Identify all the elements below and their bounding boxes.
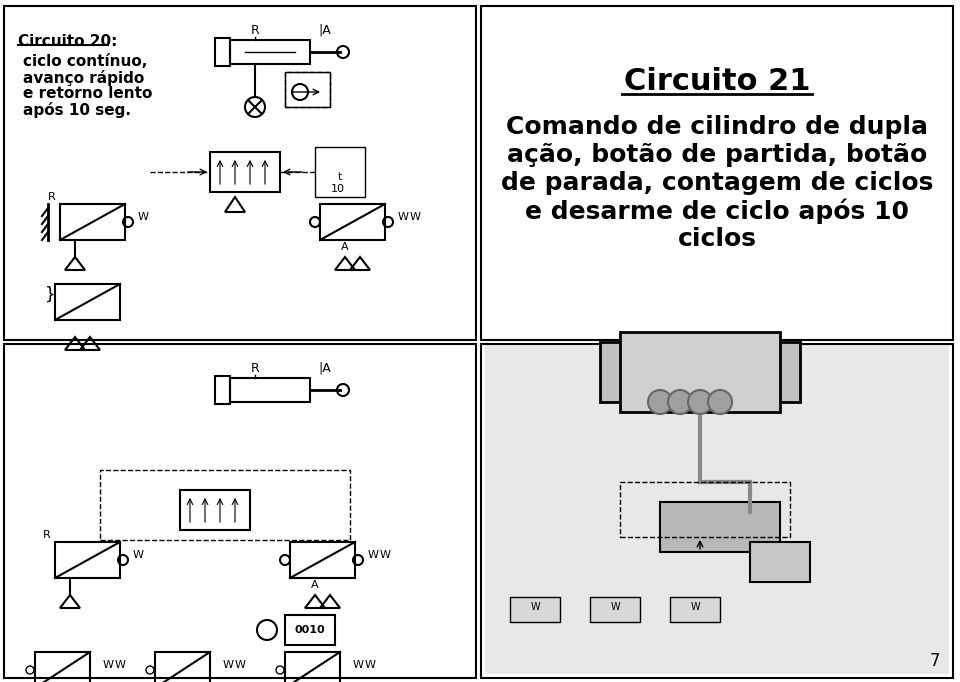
Text: de parada, contagem de ciclos: de parada, contagem de ciclos [501, 171, 933, 195]
Text: 0010: 0010 [295, 625, 325, 635]
Bar [155, 652, 210, 682]
Circle shape [648, 390, 672, 414]
Text: e desarme de ciclo após 10: e desarme de ciclo após 10 [525, 198, 909, 224]
Text: |A: |A [319, 24, 331, 37]
Text: A: A [311, 580, 319, 590]
Text: |A: |A [319, 362, 331, 375]
Text: W: W [353, 660, 364, 670]
Text: 7: 7 [929, 652, 940, 670]
Text: ação, botão de partida, botão: ação, botão de partida, botão [507, 143, 927, 167]
Text: R: R [48, 192, 56, 202]
Text: Comando de cilindro de dupla: Comando de cilindro de dupla [506, 115, 928, 139]
Text: Circuito 20:: Circuito 20: [18, 34, 117, 49]
Bar [35, 652, 90, 682]
Text: ciclos: ciclos [678, 227, 756, 251]
Circle shape [688, 390, 712, 414]
Text: e retorno lento: e retorno lento [23, 86, 153, 101]
Bar [290, 542, 355, 578]
Bar [180, 490, 250, 530]
Bar [285, 72, 330, 107]
Text: W: W [398, 212, 409, 222]
Bar [215, 376, 230, 404]
Bar [750, 542, 810, 582]
Bar [320, 204, 385, 240]
Bar [210, 152, 280, 192]
Text: W: W [611, 602, 620, 612]
Bar [100, 470, 350, 540]
Text: R: R [43, 530, 51, 540]
Bar [600, 342, 800, 402]
Text: W: W [133, 550, 144, 560]
Bar [485, 344, 949, 674]
Bar [510, 597, 560, 622]
Text: t: t [338, 172, 342, 182]
Text: W: W [223, 660, 234, 670]
Text: W: W [235, 660, 246, 670]
Bar [230, 378, 310, 402]
Text: W: W [368, 550, 379, 560]
Text: W: W [690, 602, 700, 612]
Text: W: W [530, 602, 540, 612]
Bar [4, 6, 476, 340]
Text: R: R [251, 24, 259, 37]
Bar [285, 615, 335, 645]
Text: W: W [115, 660, 126, 670]
Circle shape [708, 390, 732, 414]
Bar [315, 147, 365, 197]
Bar [60, 204, 125, 240]
Text: após 10 seg.: após 10 seg. [23, 102, 131, 118]
Bar [660, 502, 780, 552]
Bar [481, 6, 953, 340]
Text: W: W [365, 660, 376, 670]
Text: W: W [103, 660, 114, 670]
Bar [55, 284, 120, 320]
Bar [481, 344, 953, 678]
Text: W: W [380, 550, 391, 560]
Bar [230, 40, 310, 64]
Bar [55, 542, 120, 578]
Bar [215, 38, 230, 66]
Bar [620, 482, 790, 537]
Circle shape [668, 390, 692, 414]
Text: W: W [138, 212, 149, 222]
Bar [285, 652, 340, 682]
Bar [4, 344, 476, 678]
Text: ciclo contínuo,: ciclo contínuo, [23, 54, 148, 69]
Text: W: W [410, 212, 421, 222]
Text: R: R [251, 362, 259, 375]
Bar [285, 72, 330, 107]
Bar [590, 597, 640, 622]
Text: A: A [341, 242, 348, 252]
Bar [620, 332, 780, 412]
Text: Circuito 21: Circuito 21 [624, 68, 810, 96]
Text: avanço rápido: avanço rápido [23, 70, 144, 86]
Text: 10: 10 [331, 184, 345, 194]
Text: }: } [45, 286, 56, 304]
Bar [670, 597, 720, 622]
